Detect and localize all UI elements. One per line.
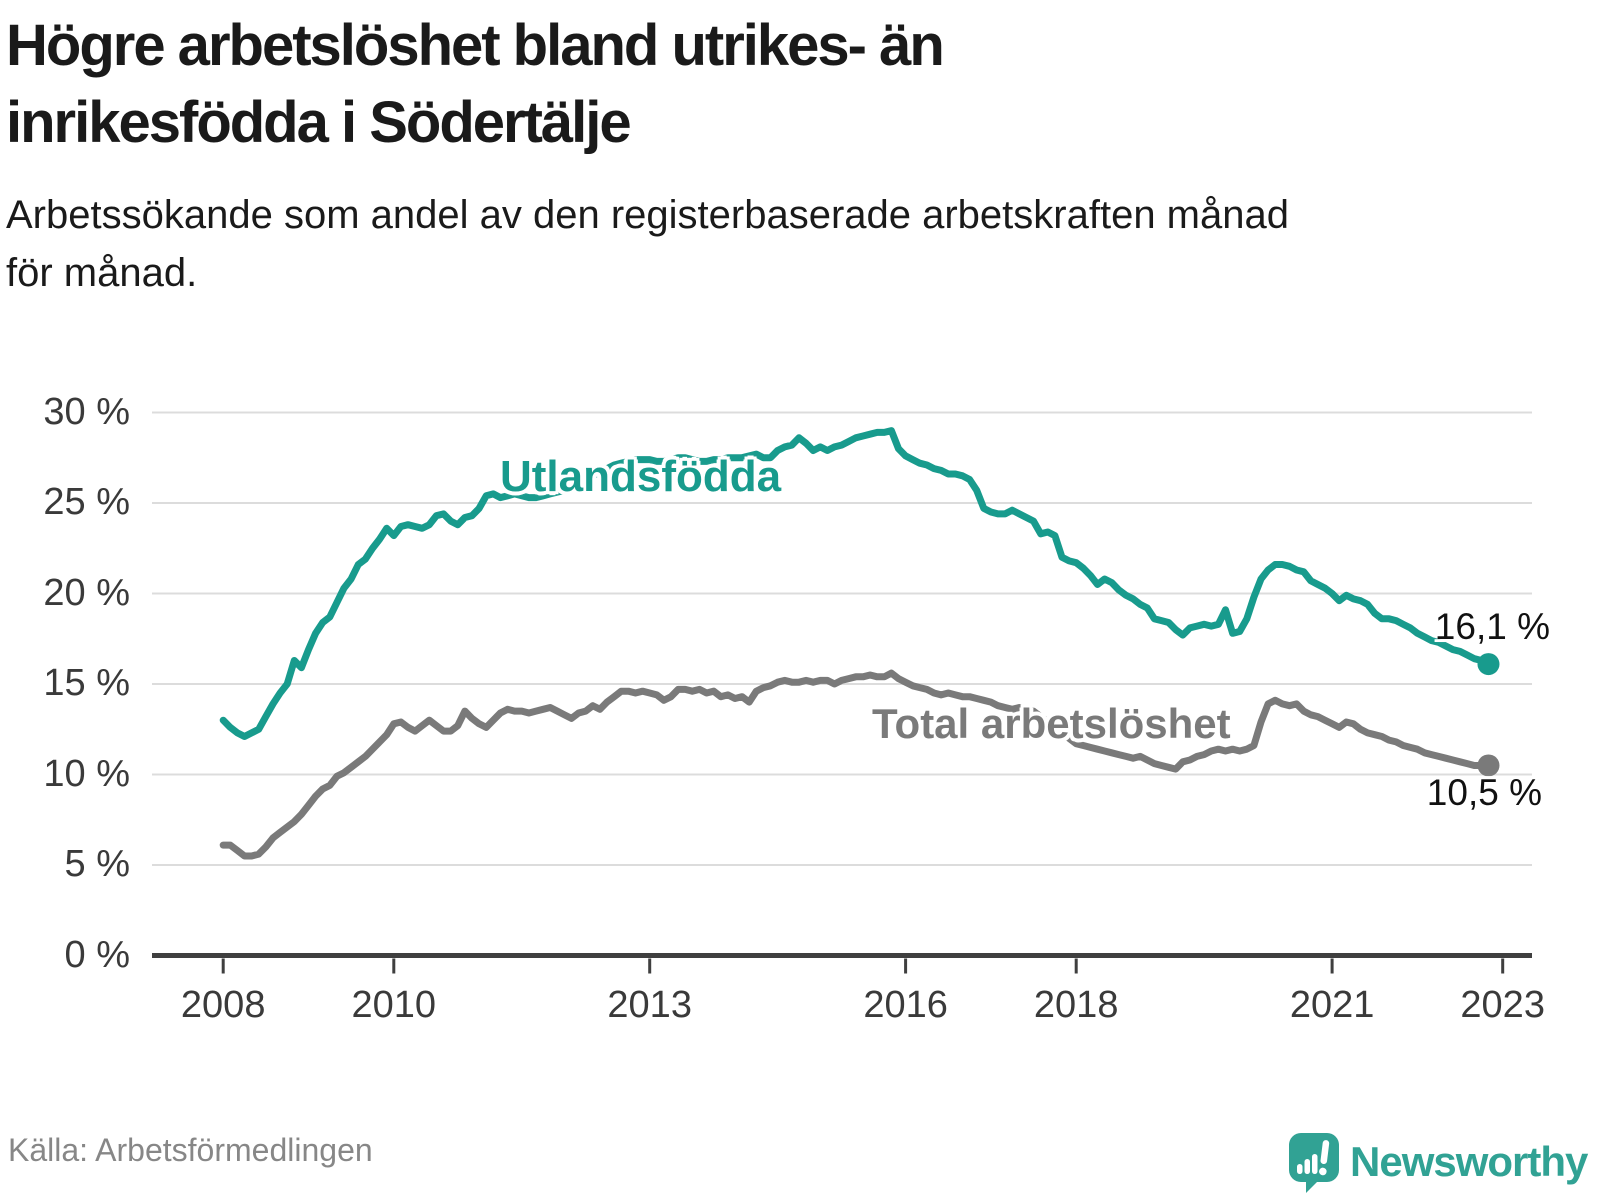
- subtitle-line2: för månad.: [6, 251, 198, 295]
- series-end-dot: [1477, 754, 1500, 777]
- y-tick-label: 0 %: [64, 933, 130, 976]
- newsworthy-logo-icon: [1289, 1133, 1339, 1193]
- end-value-label-utlandsfodda: 16,1 %: [1434, 606, 1550, 647]
- end-value-label-total: 10,5 %: [1426, 772, 1542, 813]
- series-line-utlandsf-dda: [219, 427, 1492, 740]
- y-tick-label: 10 %: [43, 752, 130, 795]
- x-tick-label: 2013: [607, 984, 692, 1026]
- source-note: Källa: Arbetsförmedlingen: [8, 1132, 373, 1168]
- x-tick-label: 2018: [1033, 984, 1119, 1026]
- x-tick-label: 2010: [351, 984, 437, 1026]
- exclamation-glyph: [1319, 1140, 1330, 1176]
- subtitle-line1: Arbetssökande som andel av den registerb…: [6, 193, 1289, 237]
- chart-subtitle: Arbetssökande som andel av den registerb…: [6, 186, 1566, 302]
- series-label-utlandsfodda: Utlandsfödda: [500, 452, 782, 501]
- x-tick-label: 2008: [180, 984, 266, 1026]
- x-tick-label: 2021: [1289, 984, 1375, 1026]
- page-title: Högre arbetslöshet bland utrikes- än inr…: [6, 8, 1406, 161]
- series-label-total-arbetsloshet: Total arbetslöshet: [872, 700, 1231, 747]
- y-tick-label: 30 %: [43, 390, 130, 433]
- series-end-dot: [1477, 653, 1500, 676]
- x-tick-label: 2016: [863, 984, 948, 1026]
- y-tick-label: 20 %: [43, 571, 130, 614]
- title-line1: Högre arbetslöshet bland utrikes- än: [6, 13, 945, 78]
- y-tick-label: 5 %: [64, 843, 130, 885]
- title-line2: inrikesfödda i Södertälje: [6, 89, 632, 155]
- series-line-total-arbetsl-shet: [219, 669, 1492, 860]
- y-tick-label: 25 %: [43, 481, 130, 523]
- x-tick-label: 2023: [1460, 984, 1545, 1026]
- newsworthy-logo-text: Newsworthy: [1350, 1138, 1588, 1185]
- y-tick-label: 15 %: [43, 662, 130, 704]
